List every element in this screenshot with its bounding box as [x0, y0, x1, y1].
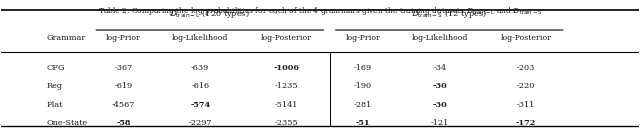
Text: Reg: Reg [47, 82, 63, 90]
Text: -619: -619 [115, 82, 132, 90]
Text: -34: -34 [433, 64, 446, 72]
Text: -367: -367 [115, 64, 132, 72]
Text: -30: -30 [433, 82, 447, 90]
Text: log-Posterior: log-Posterior [261, 34, 312, 42]
Text: log-Posterior: log-Posterior [500, 34, 552, 42]
Text: -203: -203 [516, 64, 535, 72]
Text: -574: -574 [190, 101, 211, 109]
Text: log-Likelihood: log-Likelihood [172, 34, 228, 42]
Text: -5141: -5141 [275, 101, 298, 109]
Text: -2297: -2297 [189, 119, 212, 127]
Text: -1235: -1235 [275, 82, 298, 90]
Text: -616: -616 [191, 82, 209, 90]
Text: Flat: Flat [47, 101, 63, 109]
Text: -220: -220 [516, 82, 535, 90]
Text: -51: -51 [356, 119, 371, 127]
Text: -311: -311 [517, 101, 535, 109]
Text: log-Likelihood: log-Likelihood [412, 34, 468, 42]
Text: -281: -281 [354, 101, 372, 109]
Text: One-State: One-State [47, 119, 88, 127]
Text: -172: -172 [516, 119, 536, 127]
Text: $\mathcal{D}_{\mathrm{train-S}}$ (12 types): $\mathcal{D}_{\mathrm{train-S}}$ (12 typ… [412, 9, 487, 21]
Text: CFG: CFG [47, 64, 65, 72]
Text: log-Prior: log-Prior [106, 34, 141, 42]
Text: -1006: -1006 [273, 64, 300, 72]
Text: -639: -639 [191, 64, 209, 72]
Text: -30: -30 [433, 101, 447, 109]
Text: Grammar: Grammar [47, 34, 86, 42]
Text: -121: -121 [431, 119, 449, 127]
Text: -58: -58 [116, 119, 131, 127]
Text: -4567: -4567 [112, 101, 135, 109]
Text: $\mathcal{D}_{\mathrm{train-L}}$ (120 types): $\mathcal{D}_{\mathrm{train-L}}$ (120 ty… [170, 9, 250, 21]
Text: -2355: -2355 [275, 119, 298, 127]
Text: -190: -190 [354, 82, 372, 90]
Text: Table 2: Comparing the log-probabilities for each of the 4 grammars given the tr: Table 2: Comparing the log-probabilities… [98, 5, 542, 17]
Text: -169: -169 [354, 64, 372, 72]
Text: log-Prior: log-Prior [346, 34, 381, 42]
